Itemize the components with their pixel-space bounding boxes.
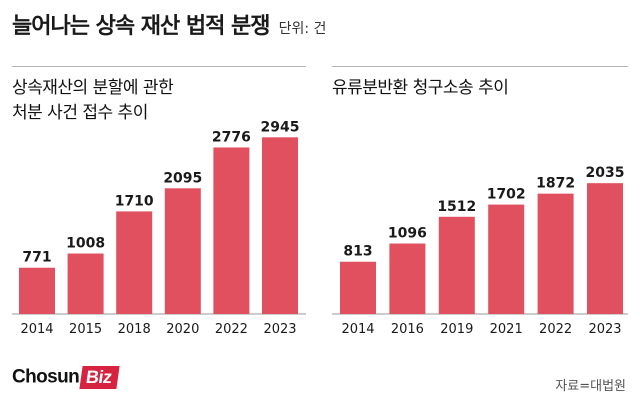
bar-2022 bbox=[537, 193, 574, 314]
bar-2019 bbox=[438, 216, 475, 314]
right-chart-title-line-1: 유류분반환 청구소송 추이 bbox=[332, 78, 509, 98]
data-label-2023: 2035 bbox=[586, 165, 625, 181]
data-label-2018: 1710 bbox=[115, 193, 154, 209]
source-note: 자료=대법원 bbox=[555, 379, 626, 394]
left-chart-title: 상속재산의 분할에 관한 처분 사건 접수 추이 bbox=[12, 76, 174, 126]
data-label-2021: 1702 bbox=[487, 187, 526, 203]
data-label-2016: 1096 bbox=[388, 226, 427, 242]
bar-2014 bbox=[340, 261, 376, 314]
left-chart-title-line-2: 처분 사건 접수 추이 bbox=[12, 103, 148, 123]
logo-biz-text: Biz bbox=[79, 366, 120, 389]
bar-2021 bbox=[488, 204, 525, 314]
logo-chosun-text: Chosun bbox=[12, 366, 80, 388]
tick-label-2016: 2016 bbox=[391, 322, 424, 337]
data-label-2019: 1512 bbox=[437, 199, 476, 215]
left-bar-chart: 771 2014 1008 2015 1710 2018 2095 2020 2776 2022 2… bbox=[12, 119, 306, 337]
data-label-2014: 813 bbox=[343, 244, 372, 260]
bar-2014 bbox=[19, 267, 55, 314]
tick-label-2020: 2020 bbox=[166, 322, 199, 337]
data-label-2023: 2945 bbox=[261, 119, 300, 135]
bar-2018 bbox=[116, 211, 153, 314]
tick-label-2022: 2022 bbox=[539, 322, 572, 337]
tick-label-2014: 2014 bbox=[341, 322, 374, 337]
tick-label-2015: 2015 bbox=[69, 322, 102, 337]
tick-label-2022: 2022 bbox=[215, 322, 248, 337]
right-divider bbox=[332, 66, 628, 67]
right-chart-title: 유류분반환 청구소송 추이 bbox=[332, 76, 509, 101]
left-chart-title-line-1: 상속재산의 분할에 관한 bbox=[12, 78, 174, 98]
chosunbiz-logo: Chosun Biz bbox=[12, 366, 120, 392]
bar-2023 bbox=[587, 183, 623, 314]
page-title: 늘어나는 상속 재산 법적 분쟁 bbox=[12, 14, 271, 39]
data-label-2022: 1872 bbox=[536, 176, 575, 192]
bar-2022 bbox=[213, 147, 250, 314]
unit-label: 단위: 건 bbox=[278, 21, 327, 37]
tick-label-2023: 2023 bbox=[263, 322, 296, 337]
tick-label-2014: 2014 bbox=[20, 322, 53, 337]
data-label-2014: 771 bbox=[22, 250, 51, 266]
right-bar-chart: 813 2014 1096 2016 1512 2019 1702 2021 1872 2022 2… bbox=[332, 165, 628, 337]
data-label-2015: 1008 bbox=[66, 236, 105, 252]
tick-label-2023: 2023 bbox=[588, 322, 621, 337]
tick-label-2018: 2018 bbox=[118, 322, 151, 337]
tick-label-2021: 2021 bbox=[490, 322, 523, 337]
data-label-2022: 2776 bbox=[212, 129, 251, 145]
bar-2016 bbox=[389, 243, 426, 314]
data-label-2020: 2095 bbox=[163, 170, 202, 186]
left-divider bbox=[12, 66, 306, 67]
bar-2015 bbox=[67, 253, 104, 314]
tick-label-2019: 2019 bbox=[440, 322, 473, 337]
bar-2023 bbox=[262, 137, 298, 314]
bar-2020 bbox=[164, 188, 201, 314]
header: 늘어나는 상속 재산 법적 분쟁 단위: 건 bbox=[12, 8, 326, 40]
